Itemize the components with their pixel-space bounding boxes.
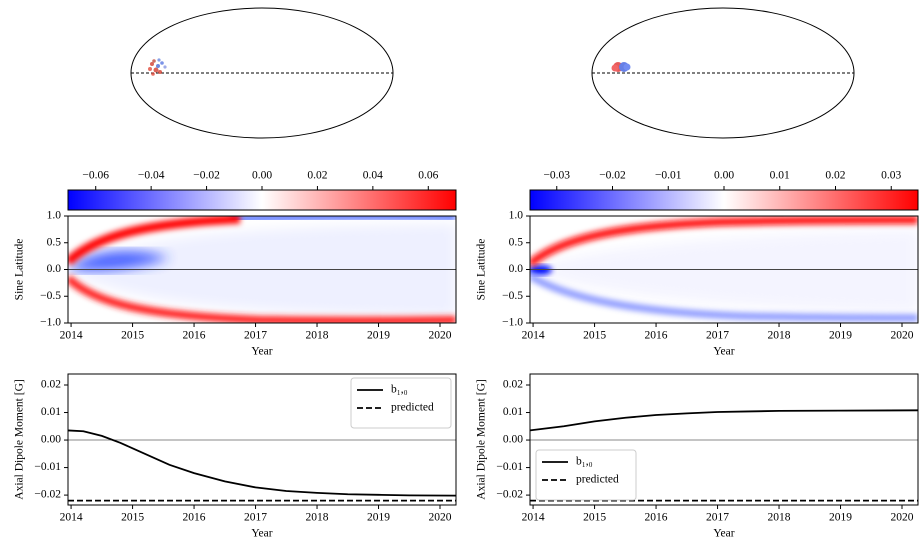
plot-frame <box>67 373 457 506</box>
y-tick-label: 1.0 <box>47 210 62 222</box>
x-tick-label: 2017 <box>244 330 267 342</box>
sky-map <box>130 7 394 139</box>
x-tick-label: 2017 <box>706 512 729 524</box>
y-tick-label: −0.01 <box>34 461 61 473</box>
line-series <box>529 409 919 432</box>
y-tick-label: 0.5 <box>509 236 524 248</box>
x-tick-label: 2019 <box>829 512 852 524</box>
x-tick-label: 2020 <box>429 512 452 524</box>
y-axis-label: Sine Latitude <box>476 239 488 301</box>
y-axis-label: Axial Dipole Moment [G] <box>476 379 488 499</box>
colorbar-tick-label: −0.01 <box>655 170 682 182</box>
x-tick-label: 2016 <box>645 512 668 524</box>
x-tick-label: 2017 <box>706 330 729 342</box>
y-tick-label: −1.0 <box>40 317 61 329</box>
x-axis-label: Year <box>251 346 272 358</box>
x-tick-label: 2020 <box>891 330 914 342</box>
x-tick-label: 2019 <box>829 330 852 342</box>
colorbar-tick-label: 0.03 <box>881 170 901 182</box>
x-tick-label: 2019 <box>367 330 390 342</box>
x-tick-label: 2014 <box>60 330 83 342</box>
y-tick-label: 0.00 <box>503 434 523 446</box>
x-tick-label: 2017 <box>244 512 267 524</box>
plot-frame <box>529 373 919 506</box>
sky-map <box>591 7 855 139</box>
colorbar-tick-label: −0.02 <box>193 170 220 182</box>
colorbar <box>67 189 457 211</box>
colorbar-tick-label: 0.04 <box>363 170 383 182</box>
y-tick-label: 0.02 <box>41 379 61 391</box>
y-axis-label: Sine Latitude <box>14 239 26 301</box>
heatmap-fill <box>530 216 918 323</box>
colorbar-tick-label: 0.00 <box>252 170 272 182</box>
x-tick-label: 2019 <box>367 512 390 524</box>
colorbar-tick-label: 0.01 <box>770 170 790 182</box>
colorbar-tick-label: 0.02 <box>307 170 327 182</box>
x-tick-label: 2014 <box>522 330 545 342</box>
x-tick-label: 2014 <box>60 512 83 524</box>
y-tick-label: 0.0 <box>509 263 524 275</box>
plot-frame <box>67 215 457 324</box>
y-tick-label: −0.5 <box>502 290 523 302</box>
colorbar <box>529 189 919 211</box>
y-tick-label: −0.02 <box>496 489 523 501</box>
x-axis-label: Year <box>713 528 734 540</box>
x-tick-label: 2018 <box>306 330 329 342</box>
x-tick-label: 2015 <box>121 330 144 342</box>
colorbar-tick-label: 0.06 <box>418 170 438 182</box>
x-tick-label: 2018 <box>306 512 329 524</box>
legend-label: b₁,₀ <box>391 384 408 396</box>
colorbar-tick-label: 0.00 <box>714 170 734 182</box>
x-tick-label: 2020 <box>429 330 452 342</box>
x-tick-label: 2016 <box>645 330 668 342</box>
colorbar-tick-label: −0.03 <box>543 170 570 182</box>
legend-label: b₁,₀ <box>576 456 593 468</box>
y-tick-label: 0.01 <box>41 406 61 418</box>
x-tick-label: 2016 <box>183 330 206 342</box>
line-series <box>67 429 457 497</box>
x-tick-label: 2018 <box>768 512 791 524</box>
x-tick-label: 2015 <box>121 512 144 524</box>
y-tick-label: 0.5 <box>47 236 62 248</box>
x-tick-label: 2016 <box>183 512 206 524</box>
y-tick-label: 0.0 <box>47 263 62 275</box>
y-axis-label: Axial Dipole Moment [G] <box>14 379 26 499</box>
x-axis-label: Year <box>251 528 272 540</box>
x-tick-label: 2015 <box>583 330 606 342</box>
x-tick-label: 2014 <box>522 512 545 524</box>
x-tick-label: 2020 <box>891 512 914 524</box>
y-tick-label: −0.5 <box>40 290 61 302</box>
y-tick-label: −0.01 <box>496 461 523 473</box>
y-tick-label: −0.02 <box>34 489 61 501</box>
plot-frame <box>529 215 919 324</box>
legend-label: predicted <box>576 474 619 486</box>
colorbar-tick-label: −0.02 <box>599 170 626 182</box>
y-tick-label: 0.00 <box>41 434 61 446</box>
colorbar-tick-label: −0.06 <box>82 170 109 182</box>
x-axis-label: Year <box>713 346 734 358</box>
colorbar-tick-label: −0.04 <box>138 170 165 182</box>
x-tick-label: 2015 <box>583 512 606 524</box>
colorbar-tick-label: 0.02 <box>825 170 845 182</box>
y-tick-label: 0.01 <box>503 406 523 418</box>
y-tick-label: −1.0 <box>502 317 523 329</box>
y-tick-label: 1.0 <box>509 210 524 222</box>
y-tick-label: 0.02 <box>503 379 523 391</box>
x-tick-label: 2018 <box>768 330 791 342</box>
legend-label: predicted <box>391 402 434 414</box>
